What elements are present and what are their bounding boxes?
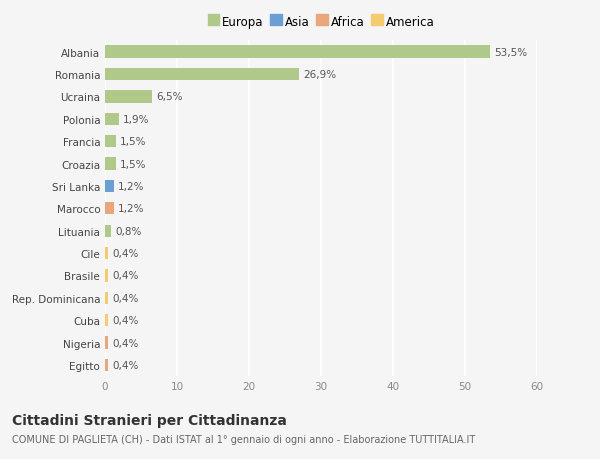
Text: 0,4%: 0,4% xyxy=(112,248,139,258)
Text: 6,5%: 6,5% xyxy=(156,92,182,102)
Text: 0,4%: 0,4% xyxy=(112,271,139,281)
Text: COMUNE DI PAGLIETA (CH) - Dati ISTAT al 1° gennaio di ogni anno - Elaborazione T: COMUNE DI PAGLIETA (CH) - Dati ISTAT al … xyxy=(12,434,475,444)
Legend: Europa, Asia, Africa, America: Europa, Asia, Africa, America xyxy=(205,14,437,31)
Text: 26,9%: 26,9% xyxy=(303,70,336,80)
Bar xyxy=(105,270,108,282)
Text: 1,9%: 1,9% xyxy=(123,114,149,124)
Bar xyxy=(105,91,152,103)
Text: 53,5%: 53,5% xyxy=(494,47,527,57)
Bar xyxy=(105,158,116,170)
Bar xyxy=(105,136,116,148)
Text: 1,5%: 1,5% xyxy=(120,137,146,147)
Text: 1,2%: 1,2% xyxy=(118,204,145,214)
Bar xyxy=(105,46,490,59)
Text: 0,4%: 0,4% xyxy=(112,293,139,303)
Text: 0,4%: 0,4% xyxy=(112,360,139,370)
Text: 1,5%: 1,5% xyxy=(120,159,146,169)
Bar xyxy=(105,113,119,126)
Bar xyxy=(105,203,113,215)
Text: 0,4%: 0,4% xyxy=(112,315,139,325)
Text: 0,8%: 0,8% xyxy=(115,226,142,236)
Bar xyxy=(105,337,108,349)
Bar xyxy=(105,247,108,260)
Text: 0,4%: 0,4% xyxy=(112,338,139,348)
Bar xyxy=(105,180,113,193)
Bar xyxy=(105,314,108,327)
Bar xyxy=(105,359,108,371)
Text: Cittadini Stranieri per Cittadinanza: Cittadini Stranieri per Cittadinanza xyxy=(12,413,287,427)
Bar xyxy=(105,225,111,237)
Bar xyxy=(105,69,299,81)
Bar xyxy=(105,292,108,304)
Text: 1,2%: 1,2% xyxy=(118,181,145,191)
